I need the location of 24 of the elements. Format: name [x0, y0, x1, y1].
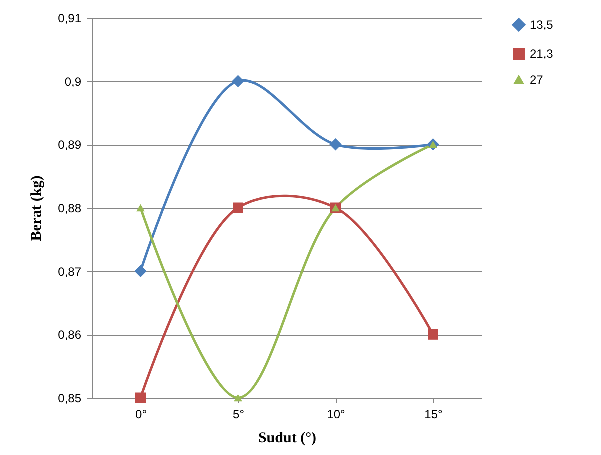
point [232, 75, 244, 88]
point [134, 265, 147, 278]
y-axis-title: Berat (kg) [29, 176, 46, 242]
x-axis-title: Sudut (°) [258, 430, 317, 446]
y-tick-label: 0,91 [58, 12, 82, 26]
y-tick-label: 0,88 [58, 202, 82, 216]
point [234, 394, 242, 402]
x-tick-label: 15° [424, 408, 444, 422]
x-tick-label: 5° [233, 408, 245, 422]
x-tick-label: 10° [327, 408, 346, 422]
legend-label: 27 [530, 73, 544, 87]
point [233, 202, 244, 214]
y-tick-label: 0,89 [58, 138, 82, 152]
point [136, 392, 146, 404]
y-tick-label: 0,86 [58, 328, 82, 342]
y-tick-label: 0,87 [58, 264, 82, 279]
legend-label: 13,5 [530, 18, 554, 32]
y-tick-label: 0,9 [64, 74, 82, 89]
y-tick-label: 0,85 [58, 392, 82, 406]
point [330, 138, 342, 151]
point [428, 329, 438, 340]
point [136, 204, 145, 212]
x-tick-label: 0° [136, 408, 148, 422]
legend-label: 21,3 [530, 47, 554, 61]
